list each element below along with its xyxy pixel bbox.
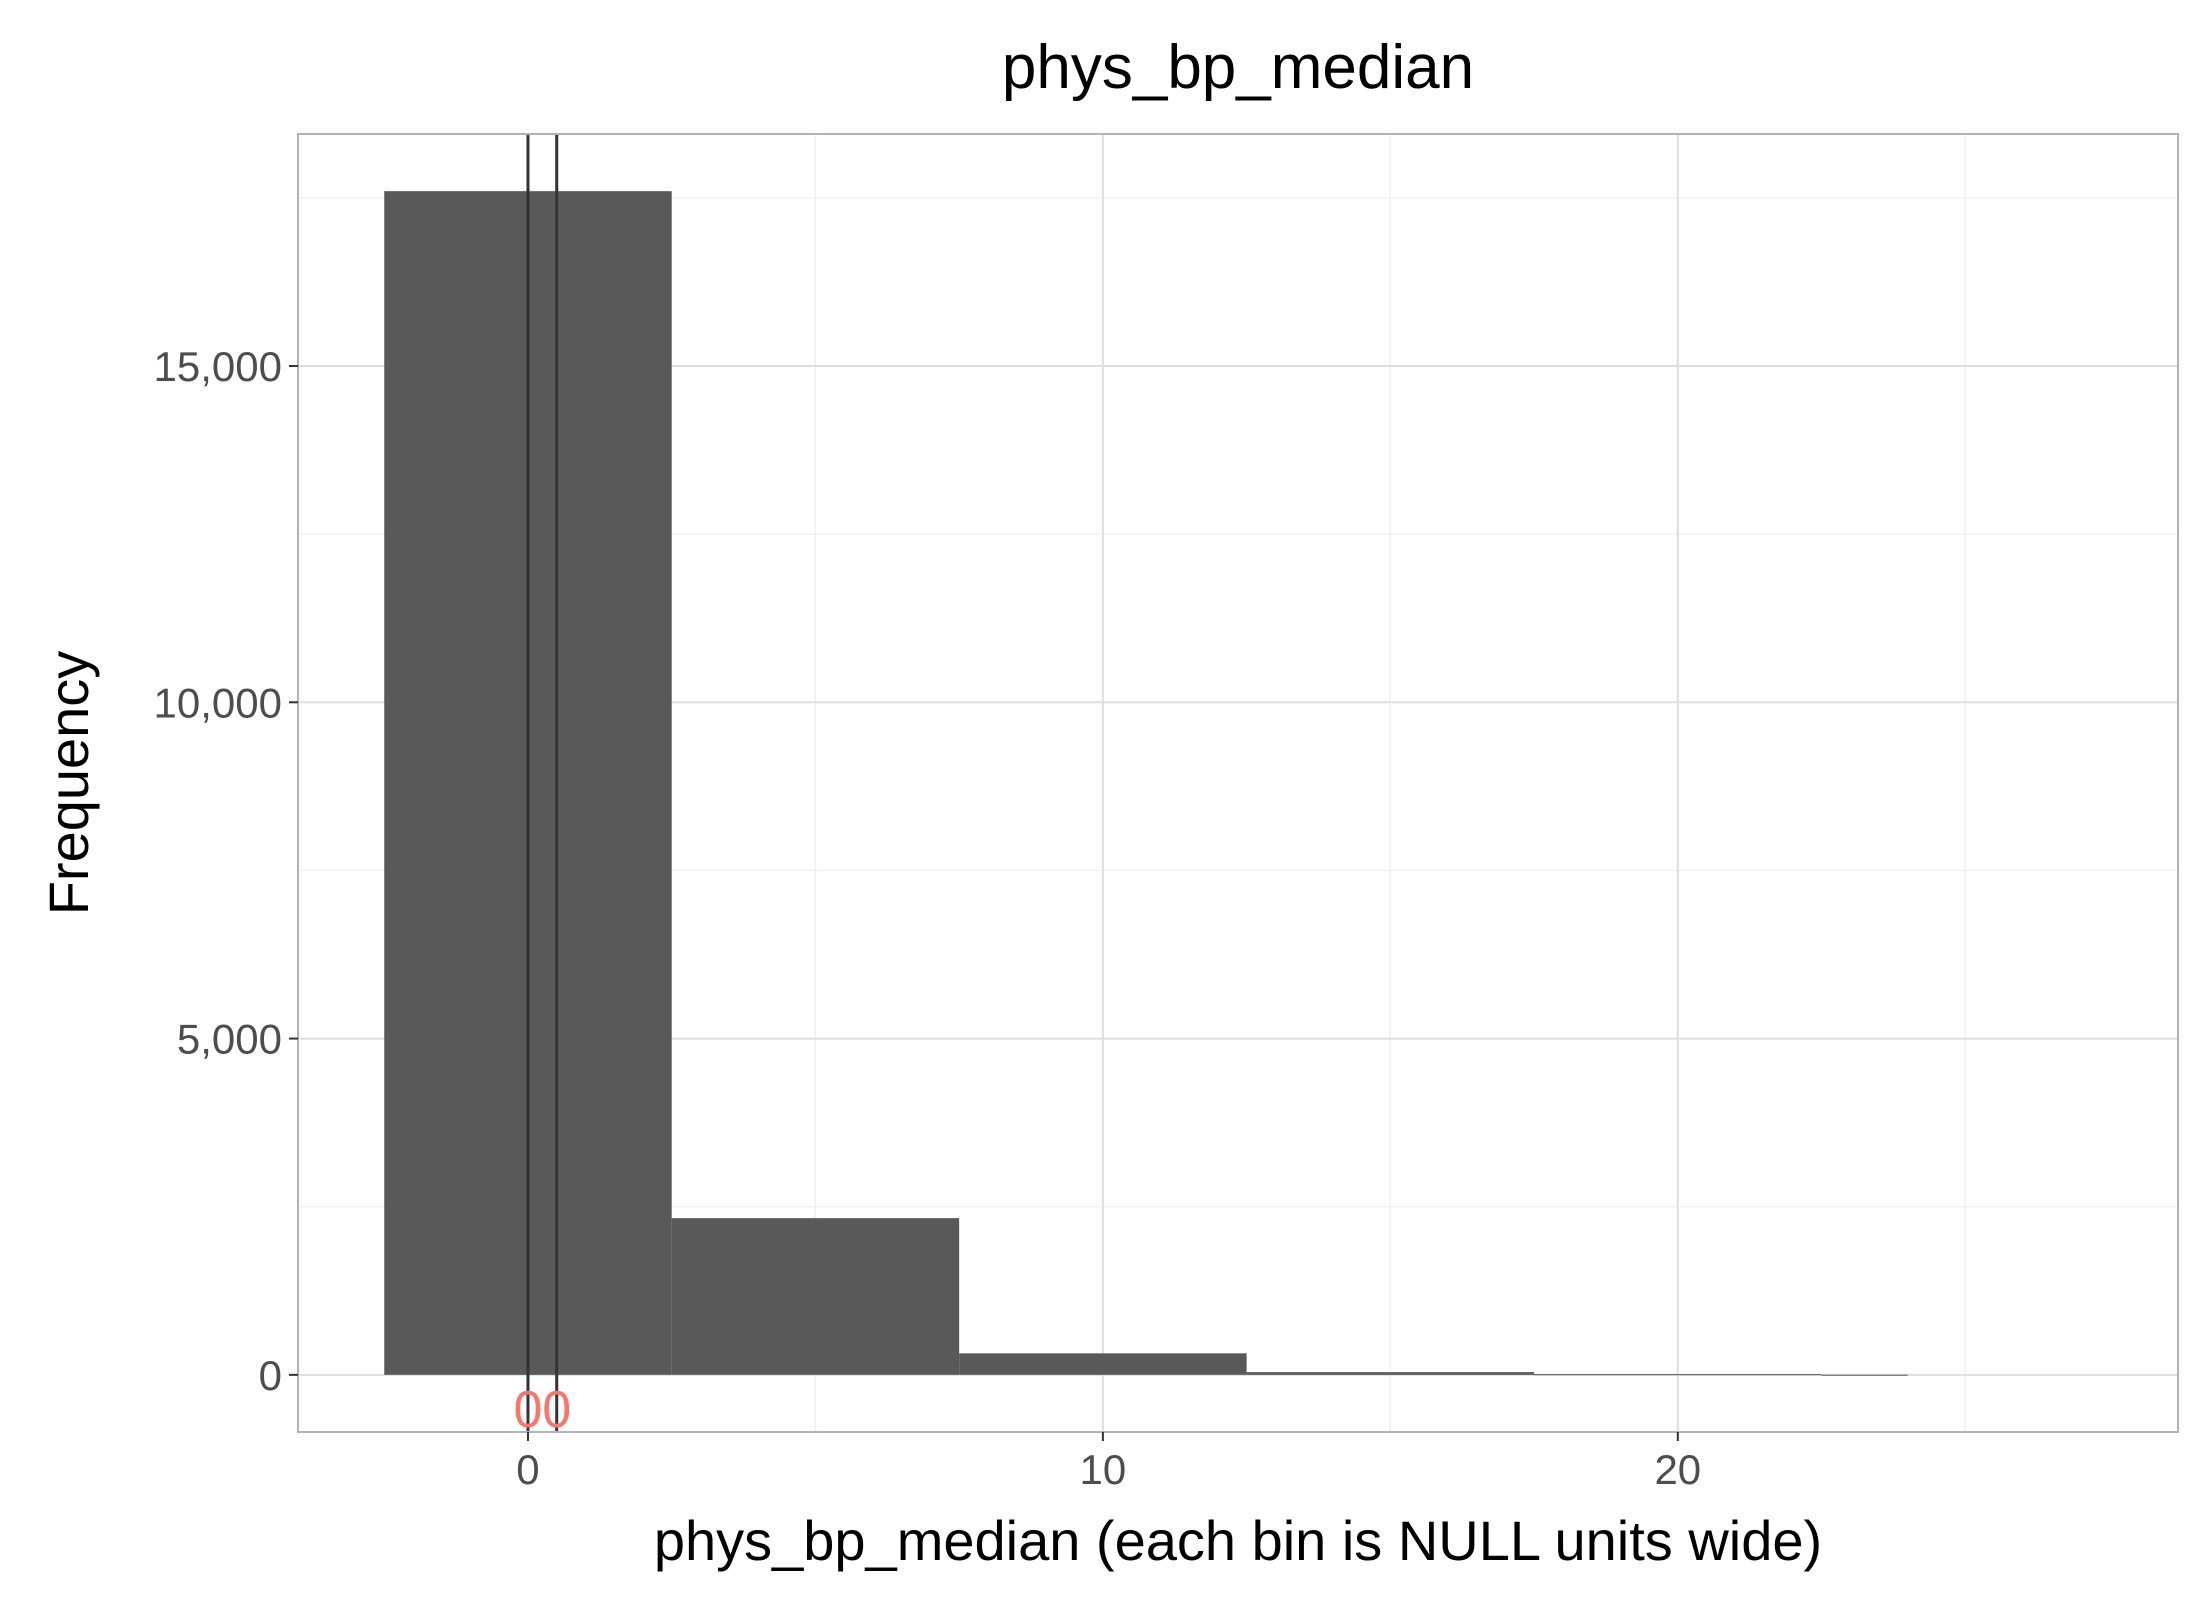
panel-border (297, 133, 2179, 1433)
x-tick-label: 10 (1080, 1446, 1127, 1493)
y-tick-label: 15,000 (154, 343, 282, 390)
y-axis-ticks: 0 5,000 10,000 15,000 (154, 343, 298, 1399)
histogram-bar (959, 1353, 1247, 1375)
reference-line-label: 0 (542, 1381, 571, 1439)
histogram-bar (671, 1218, 960, 1375)
reference-line-label: 0 (514, 1381, 543, 1439)
histogram-bar (1821, 1374, 1908, 1376)
y-tick-label: 10,000 (154, 679, 282, 726)
x-axis-ticks: 0 10 20 (516, 1432, 1701, 1493)
y-axis-title: Frequency (37, 651, 100, 916)
y-tick-label: 5,000 (177, 1016, 282, 1063)
histogram-bar (1534, 1374, 1822, 1376)
x-tick-label: 20 (1654, 1446, 1701, 1493)
chart-title: phys_bp_median (1002, 33, 1474, 102)
histogram-bars (384, 191, 1908, 1376)
histogram-bar (1246, 1372, 1535, 1375)
y-tick-label: 0 (259, 1352, 282, 1399)
x-tick-label: 0 (516, 1446, 539, 1493)
x-axis-title: phys_bp_median (each bin is NULL units w… (654, 1509, 1822, 1572)
